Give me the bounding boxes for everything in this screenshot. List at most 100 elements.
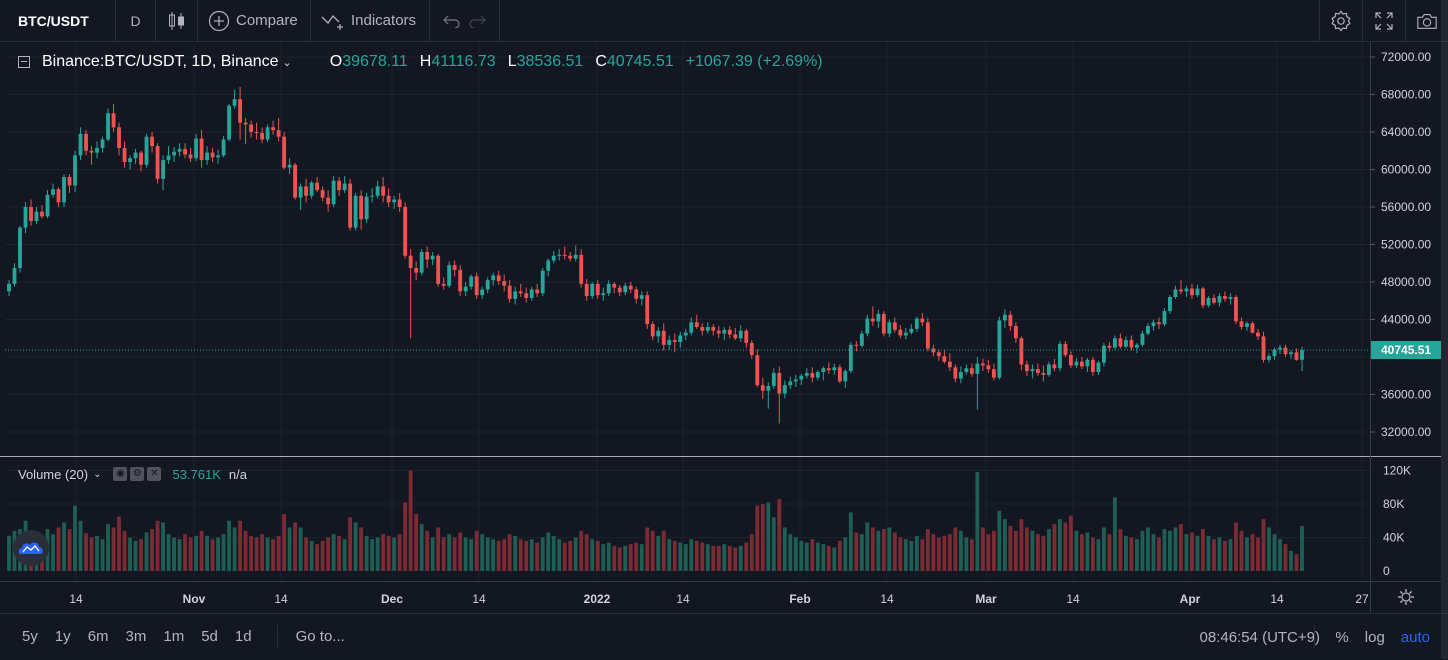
redo-icon[interactable] (468, 14, 486, 28)
percent-toggle[interactable]: % (1335, 628, 1349, 646)
candle-body (1079, 361, 1084, 367)
volume-bar (315, 544, 320, 571)
volume-bar (392, 537, 397, 571)
candle-body (1135, 344, 1139, 348)
range-6m[interactable]: 6m (87, 628, 109, 645)
volume-bar (1096, 539, 1101, 571)
candle-body (639, 295, 644, 299)
volume-bar (304, 537, 309, 571)
time-axis-label: Mar (975, 592, 997, 606)
range-5y[interactable]: 5y (22, 628, 38, 645)
candle-body (375, 186, 380, 196)
cloud-logo-icon (18, 542, 43, 554)
candle-body (628, 285, 633, 290)
candle-body (672, 340, 677, 342)
volume-bar (584, 534, 589, 571)
volume-bar (84, 533, 88, 571)
candle-body (689, 322, 694, 333)
clock[interactable]: 08:46:54 (UTC+9) (1199, 628, 1320, 646)
candle-body (1008, 314, 1013, 327)
candle-body (870, 318, 875, 322)
candle-body (84, 133, 88, 151)
volume-bar (1283, 544, 1288, 571)
auto-toggle[interactable]: auto (1400, 628, 1430, 646)
candle-body (997, 320, 1002, 378)
interval-button[interactable]: D (116, 0, 156, 42)
indicators-button[interactable]: Indicators (311, 0, 430, 42)
candle-body (535, 289, 540, 294)
candle-body (18, 227, 22, 268)
settings-button[interactable] (1319, 0, 1362, 42)
price-axis-label: 36000.00 (1381, 388, 1431, 402)
candle-body (986, 365, 991, 370)
candle-body (579, 254, 584, 284)
candle-body (920, 318, 925, 323)
volume-bar (1267, 527, 1271, 571)
candle-body (337, 180, 342, 191)
snapshot-button[interactable] (1405, 0, 1448, 42)
candle-body (177, 148, 182, 152)
indicators-icon (321, 14, 343, 30)
range-1d[interactable]: 1d (234, 628, 252, 645)
candle-body (249, 124, 254, 132)
time-axis-label: 14 (1270, 592, 1284, 606)
volume-bar (56, 527, 61, 571)
fullscreen-button[interactable] (1362, 0, 1405, 42)
volume-bar (788, 534, 793, 571)
fullscreen-icon (1375, 12, 1393, 30)
collapse-legend-icon[interactable] (18, 56, 30, 68)
tradingview-logo[interactable] (13, 530, 49, 566)
volume-title[interactable]: Volume (20) (18, 466, 89, 482)
volume-bar (854, 532, 859, 571)
volume-bar (755, 505, 760, 571)
volume-bar (947, 534, 952, 571)
symbol-search[interactable]: BTC/USDT (0, 0, 116, 42)
candle-body (496, 275, 501, 282)
range-1m[interactable]: 1m (163, 628, 185, 645)
chevron-down-icon[interactable]: ⌄ (93, 468, 102, 480)
close-icon[interactable]: ✕ (147, 467, 162, 481)
price-axis-label: 64000.00 (1381, 125, 1431, 139)
goto-button[interactable]: Go to... (295, 628, 345, 645)
volume-bar (238, 520, 243, 571)
log-toggle[interactable]: log (1364, 628, 1385, 646)
volume-bar (1129, 537, 1134, 571)
volume-bar (859, 534, 864, 571)
candle-body (1256, 332, 1260, 337)
candle-body (1157, 322, 1161, 325)
candle-body (381, 186, 386, 196)
candle-body (771, 372, 776, 387)
volume-bar (430, 537, 435, 571)
candle-body (854, 344, 859, 346)
volume-bar (650, 530, 655, 571)
eye-icon[interactable]: ◉ (113, 467, 128, 481)
candle-body (1168, 297, 1172, 312)
range-3m[interactable]: 3m (125, 628, 147, 645)
candle-body (419, 252, 424, 273)
candle-body (67, 177, 72, 186)
price-chart[interactable]: 72000.00 68000.00 64000.00 60000.00 56000.00… (0, 42, 1448, 613)
gear-icon[interactable]: ⚙ (130, 467, 145, 481)
chart-type-button[interactable] (156, 0, 198, 42)
gear-icon[interactable] (1401, 592, 1411, 602)
candle-body (326, 197, 331, 205)
volume-bar (447, 534, 452, 571)
candle-body (947, 361, 952, 368)
candle-body (51, 189, 55, 195)
candle-body (29, 207, 33, 222)
close-key: C (595, 53, 607, 70)
chevron-down-icon[interactable]: ⌄ (282, 56, 292, 69)
volume-bar (62, 522, 66, 571)
high-key: H (419, 53, 432, 70)
compare-button[interactable]: Compare (198, 0, 311, 42)
volume-bar (1101, 527, 1106, 571)
candle-body (1057, 343, 1062, 369)
volume-bar (683, 544, 688, 571)
volume-bar (1217, 537, 1222, 571)
range-5d[interactable]: 5d (201, 628, 218, 645)
volume-bar (414, 514, 419, 571)
undo-icon[interactable] (443, 14, 461, 28)
series-title[interactable]: Binance:BTC/USDT, 1D, Binance (42, 53, 279, 70)
volume-bar (568, 540, 573, 571)
range-1y[interactable]: 1y (54, 628, 71, 645)
